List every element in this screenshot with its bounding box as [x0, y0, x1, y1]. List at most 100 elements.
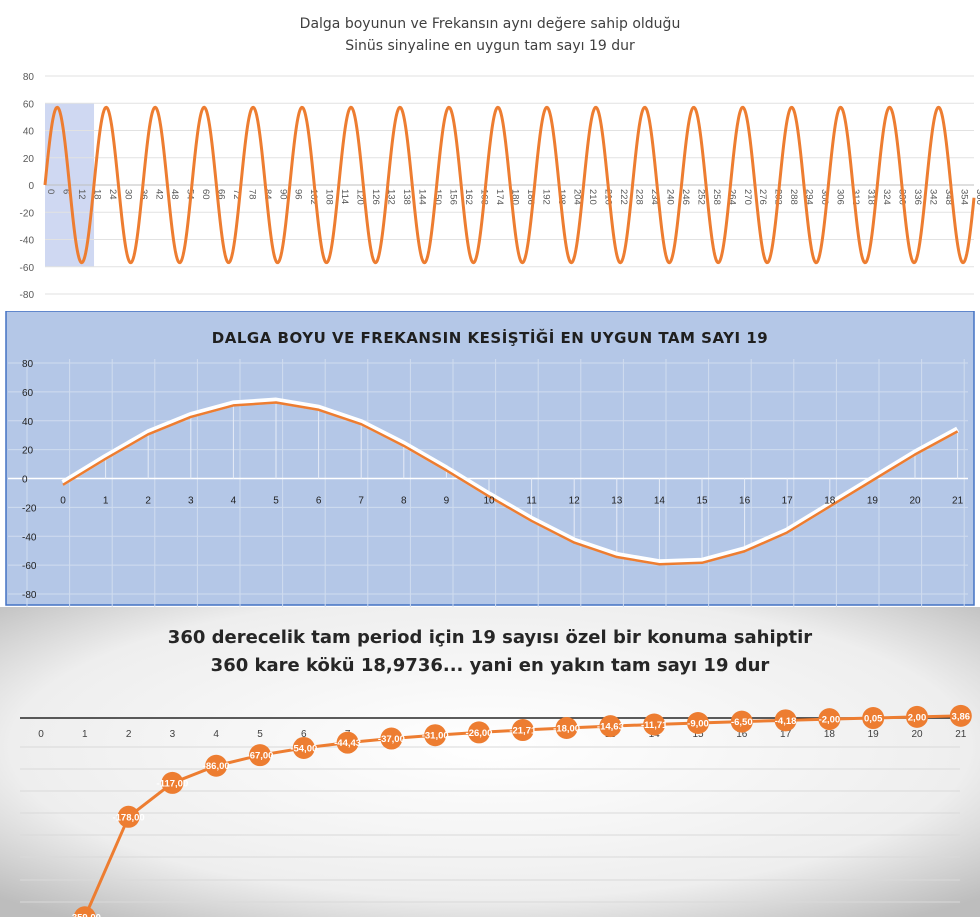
- data-label: -21,71: [509, 726, 537, 737]
- chart-panel-special-position: 0123456789101112131415161718192021-359,0…: [0, 607, 980, 917]
- data-point: [730, 710, 753, 733]
- x-tick-label: 16: [736, 729, 748, 740]
- data-point: [687, 711, 709, 734]
- y-tick-label: 20: [22, 446, 34, 457]
- x-tick-label: 30: [122, 189, 133, 200]
- x-tick-label: 150: [432, 189, 443, 205]
- x-tick-label: 360: [974, 189, 980, 205]
- y-tick-label: 0: [28, 181, 34, 192]
- data-label: 0,05: [864, 714, 883, 725]
- x-tick-label: 1: [103, 496, 109, 507]
- chart-1-title: Dalga boyunun ve Frekansın aynı değere s…: [299, 16, 681, 32]
- y-tick-label: 80: [22, 359, 34, 370]
- x-tick-label: 318: [866, 189, 877, 205]
- x-tick-label: 7: [358, 496, 364, 507]
- data-point: [774, 709, 797, 732]
- x-tick-label: 354: [959, 189, 970, 205]
- x-tick-label: 21: [955, 729, 967, 740]
- data-point: [599, 715, 622, 738]
- x-tick-label: 108: [324, 189, 335, 205]
- x-tick-label: 5: [273, 496, 279, 507]
- x-tick-label: 144: [417, 189, 428, 205]
- y-tick-label: -20: [20, 208, 35, 219]
- y-tick-label: 80: [23, 72, 35, 83]
- x-tick-label: 336: [912, 189, 923, 205]
- data-point: [249, 744, 271, 767]
- x-tick-label: 276: [757, 189, 768, 205]
- chart-2-title: DALGA BOYU VE FREKANSIN KESİŞTİĞİ EN UYG…: [211, 329, 769, 347]
- data-label: -44,43: [334, 738, 361, 749]
- x-tick-label: 60: [200, 189, 211, 200]
- data-label: -359,00: [69, 913, 101, 917]
- data-point: [73, 906, 96, 917]
- data-point: [424, 724, 447, 747]
- data-point: [906, 705, 928, 728]
- x-tick-label: 16: [739, 496, 751, 507]
- plot-background: [5, 311, 975, 606]
- data-label: -18,00: [553, 723, 580, 734]
- x-tick-label: 3: [188, 496, 194, 507]
- data-point: [336, 731, 359, 754]
- x-tick-label: 300: [819, 189, 830, 205]
- special-position-chart: 0123456789101112131415161718192021-359,0…: [0, 607, 980, 917]
- x-tick-label: 204: [571, 189, 582, 205]
- data-label: -86,00: [203, 761, 230, 772]
- data-label: -2,00: [819, 715, 841, 726]
- sine-series-line: [43, 105, 976, 265]
- x-tick-label: 12: [569, 496, 581, 507]
- x-tick-label: 2: [126, 729, 132, 740]
- x-tick-label: 174: [494, 189, 505, 205]
- x-tick-label: 13: [611, 496, 623, 507]
- data-label: -31,00: [422, 731, 449, 742]
- chart-panel-intersection: 80 60 40 20 0 -20 -40 -60 -80 0 1 2 3 4 5 6 7 8 9 10 11 12 13 1…: [0, 311, 980, 607]
- x-tick-label: 270: [742, 189, 753, 205]
- x-tick-label: 9: [444, 496, 450, 507]
- data-label: -14,63: [597, 722, 624, 733]
- chart-1-subtitle: Sinüs sinyaline en uygun tam sayı 19 dur: [345, 38, 635, 54]
- x-tick-label: 264: [726, 189, 737, 205]
- y-tick-label: 0: [22, 475, 28, 486]
- x-tick-label: 18: [824, 729, 836, 740]
- chart-3-subtitle: 360 kare kökü 18,9736... yani en yakın t…: [210, 655, 770, 676]
- x-tick-label: 252: [695, 189, 706, 205]
- x-tick-label: 42: [153, 189, 164, 200]
- x-tick-label: 228: [633, 189, 644, 205]
- x-tick-label: 4: [213, 729, 219, 740]
- x-tick-label: 15: [692, 729, 704, 740]
- x-tick-label: 4: [231, 496, 237, 507]
- x-tick-label: 78: [246, 189, 257, 200]
- x-tick-label: 192: [540, 189, 551, 205]
- x-tick-label: 138: [401, 189, 412, 205]
- data-label: -67,00: [247, 751, 274, 762]
- y-tick-label: 40: [22, 417, 34, 428]
- x-tick-label: 126: [370, 189, 381, 205]
- x-tick-label: 240: [664, 189, 675, 205]
- x-tick-label: 312: [850, 189, 861, 205]
- x-tick-label: 114: [339, 189, 350, 204]
- x-tick-label: 48: [169, 189, 180, 200]
- x-tick-label: 20: [909, 496, 921, 507]
- data-point: [380, 727, 403, 750]
- y-tick-label: -40: [20, 236, 35, 247]
- x-tick-label: 96: [293, 189, 304, 200]
- data-point: [205, 754, 228, 777]
- data-point: [511, 719, 534, 742]
- x-tick-label: 0: [60, 496, 66, 507]
- y-tick-label: -60: [20, 263, 35, 274]
- x-tick-label: 17: [782, 496, 794, 507]
- x-tick-label: 6: [316, 496, 322, 507]
- data-point: [468, 721, 490, 744]
- x-tick-label: 14: [654, 496, 666, 507]
- x-tick-label: 0: [45, 189, 56, 194]
- data-point: [161, 771, 184, 794]
- x-tick-label: 90: [277, 189, 288, 200]
- x-tick-label: 3: [170, 729, 176, 740]
- x-tick-label: 222: [618, 189, 629, 205]
- x-tick-label: 162: [463, 189, 474, 205]
- data-label: -4,18: [775, 716, 797, 727]
- x-tick-label: 2: [145, 496, 151, 507]
- y-tick-label: 60: [22, 388, 34, 399]
- data-label: -178,00: [112, 812, 144, 823]
